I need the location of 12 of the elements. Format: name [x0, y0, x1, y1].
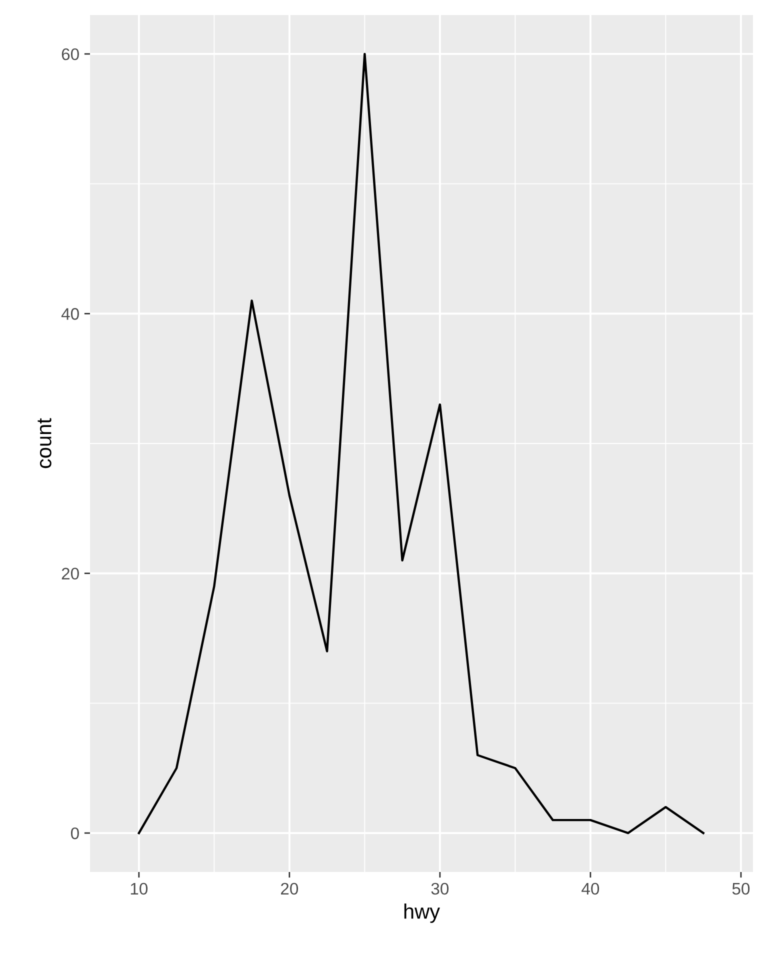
y-axis-title: count	[38, 418, 52, 468]
x-axis-title: hwy	[404, 904, 440, 923]
x-tick-label: 10	[130, 882, 148, 895]
x-tick-label: 50	[732, 882, 750, 895]
y-tick-label: 20	[62, 568, 79, 580]
x-tick-label: 40	[582, 882, 600, 895]
line-series	[138, 52, 704, 834]
x-tick-label: 30	[431, 882, 449, 895]
y-tick-label: 40	[61, 308, 79, 320]
x-tick-label: 20	[280, 882, 298, 895]
y-tick-label: 0	[70, 827, 79, 840]
y-tick-label: 60	[62, 48, 79, 60]
